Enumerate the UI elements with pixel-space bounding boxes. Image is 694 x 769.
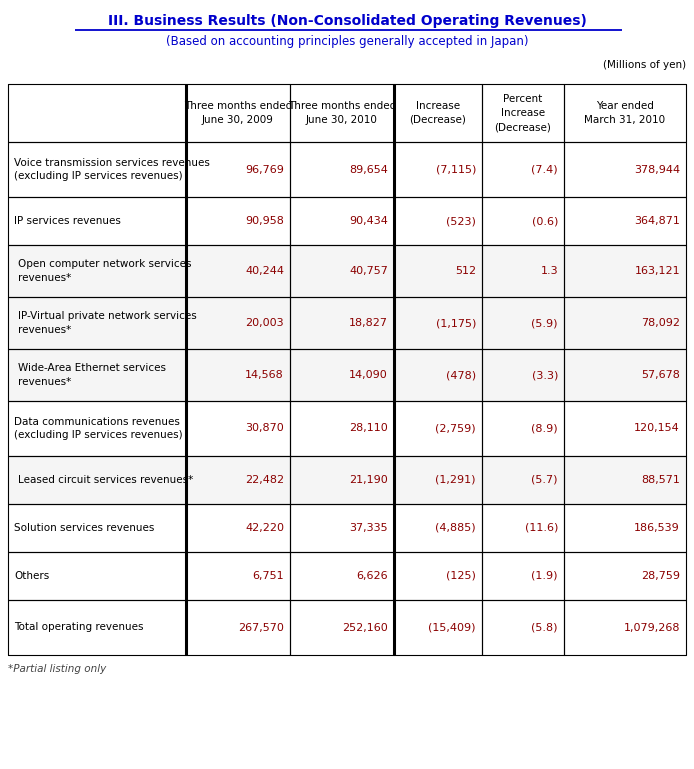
Text: 186,539: 186,539 <box>634 523 680 533</box>
Text: 37,335: 37,335 <box>349 523 388 533</box>
Text: Solution services revenues: Solution services revenues <box>14 523 154 533</box>
Text: (8.9): (8.9) <box>532 424 558 434</box>
Text: (11.6): (11.6) <box>525 523 558 533</box>
Text: 88,571: 88,571 <box>641 475 680 485</box>
Text: 267,570: 267,570 <box>238 622 284 632</box>
Text: (Based on accounting principles generally accepted in Japan): (Based on accounting principles generall… <box>166 35 528 48</box>
Text: 30,870: 30,870 <box>245 424 284 434</box>
Text: (4,885): (4,885) <box>435 523 476 533</box>
Text: Others: Others <box>14 571 49 581</box>
Text: (7,115): (7,115) <box>436 165 476 175</box>
Text: Three months ended
June 30, 2010: Three months ended June 30, 2010 <box>288 101 396 125</box>
Text: Open computer network services
revenues*: Open computer network services revenues* <box>18 259 192 282</box>
Text: IP-Virtual private network services
revenues*: IP-Virtual private network services reve… <box>18 311 197 335</box>
Text: 6,626: 6,626 <box>357 571 388 581</box>
Text: Leased circuit services revenues*: Leased circuit services revenues* <box>18 475 193 485</box>
Text: 42,220: 42,220 <box>245 523 284 533</box>
Text: 96,769: 96,769 <box>245 165 284 175</box>
Text: 6,751: 6,751 <box>253 571 284 581</box>
Text: 89,654: 89,654 <box>349 165 388 175</box>
Text: *Partial listing only: *Partial listing only <box>8 664 106 674</box>
Text: 512: 512 <box>455 266 476 276</box>
Text: (1,291): (1,291) <box>436 475 476 485</box>
Text: (5.7): (5.7) <box>532 475 558 485</box>
Text: 40,244: 40,244 <box>245 266 284 276</box>
Text: (5.8): (5.8) <box>532 622 558 632</box>
Text: 28,759: 28,759 <box>641 571 680 581</box>
Text: 78,092: 78,092 <box>641 318 680 328</box>
Text: (15,409): (15,409) <box>428 622 476 632</box>
Text: Increase
(Decrease): Increase (Decrease) <box>409 101 466 125</box>
Text: 40,757: 40,757 <box>349 266 388 276</box>
Text: 120,154: 120,154 <box>634 424 680 434</box>
Text: 14,090: 14,090 <box>349 370 388 380</box>
Text: 28,110: 28,110 <box>349 424 388 434</box>
Text: 20,003: 20,003 <box>246 318 284 328</box>
Text: 14,568: 14,568 <box>245 370 284 380</box>
Text: 90,434: 90,434 <box>349 216 388 226</box>
Text: III. Business Results (Non-Consolidated Operating Revenues): III. Business Results (Non-Consolidated … <box>108 14 586 28</box>
Text: 90,958: 90,958 <box>245 216 284 226</box>
Text: 252,160: 252,160 <box>342 622 388 632</box>
Text: (125): (125) <box>446 571 476 581</box>
Text: Voice transmission services revenues
(excluding IP services revenues): Voice transmission services revenues (ex… <box>14 158 210 181</box>
Text: 1,079,268: 1,079,268 <box>623 622 680 632</box>
Text: (2,759): (2,759) <box>435 424 476 434</box>
Text: (0.6): (0.6) <box>532 216 558 226</box>
Text: 364,871: 364,871 <box>634 216 680 226</box>
Text: 1.3: 1.3 <box>541 266 558 276</box>
Text: Total operating revenues: Total operating revenues <box>14 622 144 632</box>
Text: (1,175): (1,175) <box>436 318 476 328</box>
Text: Wide-Area Ethernet services
revenues*: Wide-Area Ethernet services revenues* <box>18 364 166 387</box>
Text: (478): (478) <box>446 370 476 380</box>
Text: 22,482: 22,482 <box>245 475 284 485</box>
Text: (523): (523) <box>446 216 476 226</box>
Text: (1.9): (1.9) <box>532 571 558 581</box>
Text: (7.4): (7.4) <box>532 165 558 175</box>
Text: 378,944: 378,944 <box>634 165 680 175</box>
Text: (Millions of yen): (Millions of yen) <box>603 60 686 70</box>
Text: (3.3): (3.3) <box>532 370 558 380</box>
Text: 18,827: 18,827 <box>349 318 388 328</box>
Text: IP services revenues: IP services revenues <box>14 216 121 226</box>
Text: Percent
Increase
(Decrease): Percent Increase (Decrease) <box>495 94 552 132</box>
Text: (5.9): (5.9) <box>532 318 558 328</box>
Text: 163,121: 163,121 <box>634 266 680 276</box>
Text: Three months ended
June 30, 2009: Three months ended June 30, 2009 <box>184 101 292 125</box>
Text: Data communications revenues
(excluding IP services revenues): Data communications revenues (excluding … <box>14 417 183 440</box>
Text: Year ended
March 31, 2010: Year ended March 31, 2010 <box>584 101 666 125</box>
Text: 57,678: 57,678 <box>641 370 680 380</box>
Text: 21,190: 21,190 <box>349 475 388 485</box>
